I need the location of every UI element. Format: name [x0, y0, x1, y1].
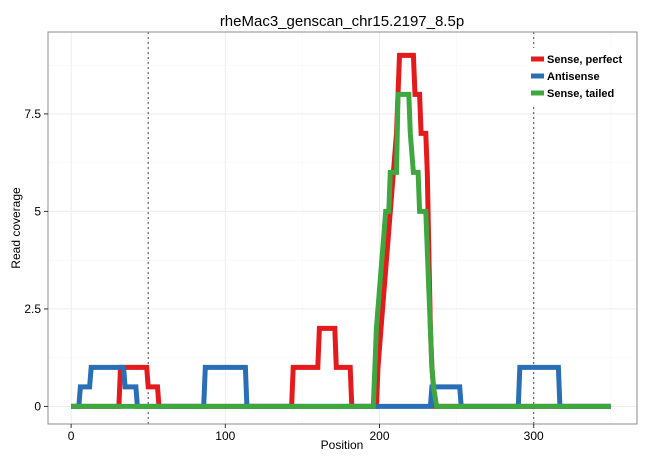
x-tick-label: 200 — [369, 429, 389, 443]
legend: Sense, perfect Antisense Sense, tailed — [527, 48, 631, 105]
legend-label-1: Antisense — [547, 71, 600, 83]
series-lines — [71, 52, 611, 409]
axis-ticks: 0 100 200 300 0 2.5 5 7.5 — [24, 107, 544, 443]
x-axis-title: Position — [321, 438, 364, 452]
legend-background — [527, 48, 631, 105]
chart-title: rheMac3_genscan_chr15.2197_8.5p — [220, 13, 464, 30]
legend-label-0: Sense, perfect — [547, 54, 623, 66]
y-tick-label: 7.5 — [24, 107, 41, 121]
legend-label-2: Sense, tailed — [547, 88, 614, 100]
x-tick-label: 0 — [68, 429, 75, 443]
plot-panel-border — [47, 31, 638, 425]
y-tick-label: 2.5 — [24, 302, 41, 316]
x-tick-label: 300 — [524, 429, 544, 443]
x-tick-label: 100 — [215, 429, 235, 443]
series-line-2 — [71, 91, 611, 409]
y-tick-label: 0 — [34, 399, 41, 413]
series-line-1 — [71, 364, 611, 409]
y-tick-label: 5 — [34, 204, 41, 218]
y-axis-title: Read coverage — [9, 187, 23, 269]
